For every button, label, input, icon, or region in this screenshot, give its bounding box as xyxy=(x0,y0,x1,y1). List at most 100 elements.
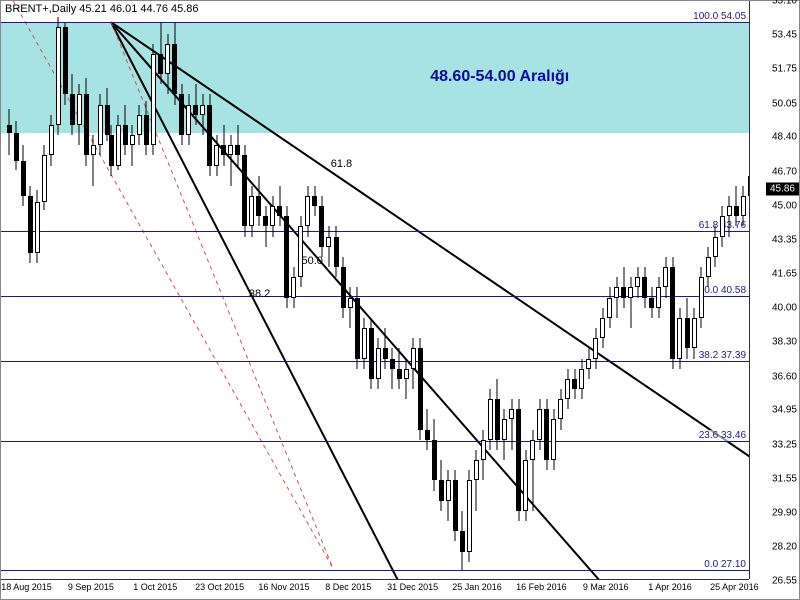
candle xyxy=(165,34,170,95)
y-tick: 43.35 xyxy=(772,234,797,245)
candle xyxy=(537,399,542,450)
candle xyxy=(713,226,718,267)
y-tick: 50.05 xyxy=(772,98,797,109)
candle xyxy=(741,186,746,227)
candle xyxy=(235,125,240,166)
candle xyxy=(144,101,149,156)
candle xyxy=(21,145,26,206)
x-tick: 31 Dec 2015 xyxy=(387,582,438,592)
y-tick: 41.65 xyxy=(772,269,797,280)
candle xyxy=(42,145,47,210)
candle xyxy=(7,109,12,156)
fan-label: 50.0 xyxy=(302,255,323,267)
candle xyxy=(49,115,54,166)
candle xyxy=(635,267,640,297)
candle xyxy=(298,216,303,287)
candle xyxy=(179,84,184,145)
candle xyxy=(748,166,749,207)
candle xyxy=(481,430,486,481)
candle xyxy=(186,94,191,145)
candle xyxy=(656,277,661,318)
y-tick: 26.55 xyxy=(772,576,797,587)
candle xyxy=(249,186,254,237)
y-tick: 51.75 xyxy=(772,64,797,75)
x-tick: 1 Oct 2015 xyxy=(133,582,177,592)
fib-line xyxy=(1,570,749,571)
x-tick: 1 Apr 2016 xyxy=(648,582,692,592)
candle xyxy=(228,135,233,186)
candle xyxy=(291,267,296,308)
fan-label: 61.8 xyxy=(331,158,352,170)
y-axis: 55.1053.4551.7550.0548.4046.7045.0043.35… xyxy=(749,1,799,579)
candle xyxy=(158,23,163,84)
candle xyxy=(214,135,219,176)
candle xyxy=(242,145,247,236)
candle xyxy=(376,338,381,389)
candle xyxy=(727,196,732,237)
candle xyxy=(14,121,19,170)
candle xyxy=(467,470,472,561)
candle xyxy=(28,186,33,263)
candle xyxy=(579,359,584,400)
candle xyxy=(326,226,331,267)
x-tick: 23 Oct 2015 xyxy=(195,582,244,592)
candle xyxy=(256,176,261,227)
candle xyxy=(432,419,437,490)
candle xyxy=(446,470,451,521)
candle xyxy=(565,369,570,410)
candle xyxy=(628,277,633,328)
candle xyxy=(63,23,68,104)
candle xyxy=(207,94,212,175)
chart-container: BRENT+,Daily 45.21 46.01 44.76 45.86 48.… xyxy=(0,0,800,600)
candle xyxy=(551,409,556,470)
x-tick: 25 Apr 2016 xyxy=(710,582,759,592)
candle xyxy=(305,186,310,237)
y-tick: 29.90 xyxy=(772,507,797,518)
candle xyxy=(77,84,82,145)
candle xyxy=(193,84,198,125)
candle xyxy=(277,186,282,227)
x-tick: 8 Dec 2015 xyxy=(325,582,371,592)
candle xyxy=(670,257,675,369)
x-axis: 18 Aug 20159 Sep 20151 Oct 201523 Oct 20… xyxy=(1,579,749,599)
candle xyxy=(663,257,668,298)
candle xyxy=(607,287,612,328)
candle xyxy=(263,206,268,247)
candle xyxy=(677,308,682,369)
candle xyxy=(172,23,177,104)
candle xyxy=(56,17,61,135)
plot-area[interactable]: BRENT+,Daily 45.21 46.01 44.76 45.86 48.… xyxy=(1,1,749,579)
candle xyxy=(502,409,507,460)
zone-annotation: 48.60-54.00 Aralığı xyxy=(430,68,569,86)
candle xyxy=(488,389,493,450)
candle xyxy=(685,298,690,359)
x-tick: 9 Mar 2016 xyxy=(583,582,629,592)
y-tick: 55.10 xyxy=(772,0,797,7)
y-tick: 38.30 xyxy=(772,337,797,348)
candle xyxy=(109,125,114,176)
candle xyxy=(369,318,374,389)
candle xyxy=(397,348,402,389)
candle xyxy=(509,399,514,450)
y-tick: 45.00 xyxy=(772,201,797,212)
candle xyxy=(137,105,142,146)
candle xyxy=(221,125,226,166)
x-tick: 16 Nov 2015 xyxy=(258,582,309,592)
fib-label: 100.0 54.05 xyxy=(692,11,747,22)
candle xyxy=(98,94,103,155)
candle xyxy=(530,430,535,511)
candle xyxy=(200,94,205,135)
candle xyxy=(474,450,479,511)
candle xyxy=(151,44,156,156)
candle xyxy=(91,135,96,186)
candle xyxy=(439,460,444,511)
y-tick: 40.00 xyxy=(772,302,797,313)
fib-line xyxy=(1,441,749,442)
candle xyxy=(319,196,324,257)
candle xyxy=(418,338,423,440)
x-tick: 9 Sep 2015 xyxy=(68,582,114,592)
candle xyxy=(572,369,577,399)
candle xyxy=(425,409,430,450)
chart-title: BRENT+,Daily 45.21 46.01 44.76 45.86 xyxy=(5,3,199,15)
candle xyxy=(734,186,739,227)
